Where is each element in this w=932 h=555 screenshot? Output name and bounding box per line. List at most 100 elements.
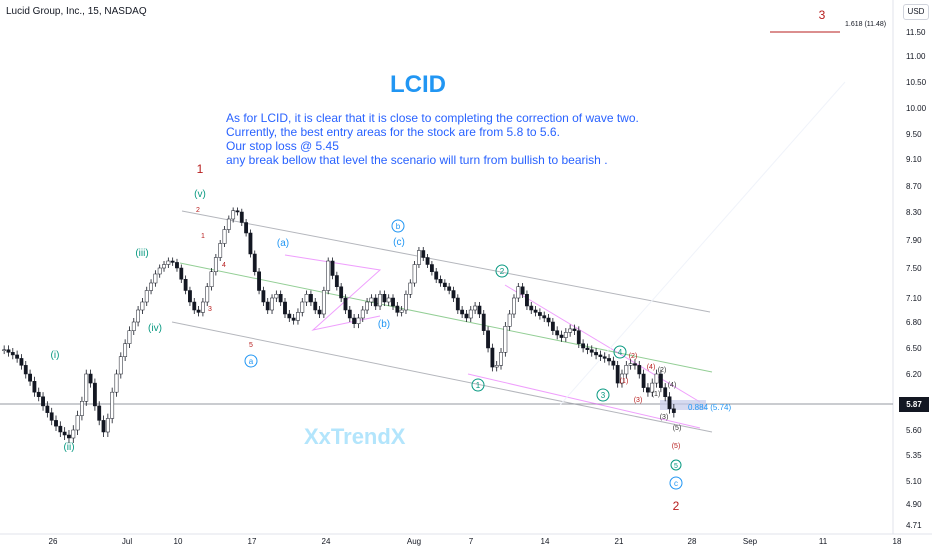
circled-label-ring	[670, 459, 682, 471]
candle-body	[481, 313, 486, 331]
candle-body	[650, 382, 655, 393]
minor-label: (1)	[652, 391, 661, 398]
circled-label-ring	[391, 219, 405, 233]
candle-body	[486, 330, 490, 349]
candle-body	[654, 373, 659, 384]
x-tick-label: 28	[688, 537, 697, 546]
candle-body	[572, 328, 577, 331]
candle-body	[313, 301, 318, 311]
y-tick-label: 7.50	[906, 264, 922, 273]
x-tick-label: Aug	[407, 537, 421, 546]
candle-body	[550, 321, 555, 331]
candle-body	[123, 343, 128, 357]
candle-body	[49, 412, 54, 421]
circled-label: 1	[476, 381, 481, 390]
candle-body	[28, 373, 32, 382]
y-tick-label: 9.10	[906, 155, 922, 164]
candle-body	[615, 365, 620, 384]
candle-body	[222, 229, 227, 244]
candle-body	[671, 408, 676, 413]
candle-body	[291, 317, 296, 321]
candle-body	[309, 294, 313, 303]
candle-body	[162, 264, 166, 269]
x-tick-label: 14	[541, 537, 550, 546]
candle-body	[343, 297, 348, 311]
candle-body	[32, 381, 37, 393]
y-tick-label: 7.10	[906, 294, 922, 303]
candle-body	[170, 260, 175, 263]
candle-body	[62, 431, 67, 436]
candle-body	[144, 290, 149, 303]
candle-body	[166, 260, 171, 265]
candle-body	[581, 343, 586, 349]
candle-body	[209, 271, 214, 287]
candle-body	[183, 279, 188, 291]
candle-body	[602, 356, 607, 359]
minor-label: (3)	[660, 414, 669, 421]
candle-body	[658, 373, 663, 388]
candle-body	[417, 250, 421, 265]
candle-body	[447, 286, 452, 291]
circled-label-ring	[613, 345, 627, 359]
candle-body	[490, 347, 495, 368]
analysis-note-line: Our stop loss @ 5.45	[226, 139, 339, 153]
currency-badge[interactable]: USD	[903, 4, 929, 20]
candle-body	[620, 373, 624, 384]
trendline-upper	[504, 284, 701, 403]
candle-body	[637, 365, 642, 375]
candle-body	[321, 290, 326, 315]
candle-body	[494, 365, 499, 368]
minor-label: (5)	[672, 443, 681, 450]
wave-label-2: 2	[673, 499, 680, 513]
candle-body	[226, 218, 231, 230]
candle-body	[369, 297, 374, 303]
candle-body	[646, 387, 650, 393]
subwave-label: (iv)	[148, 323, 162, 334]
candle-body	[84, 373, 89, 402]
candle-body	[563, 332, 568, 338]
candle-body	[378, 294, 382, 307]
candle-body	[205, 286, 210, 303]
candle-body	[373, 297, 378, 307]
candle-body	[451, 290, 456, 299]
candle-body	[75, 415, 80, 431]
candle-body	[118, 356, 123, 375]
candle-body	[667, 396, 672, 410]
candle-body	[499, 352, 503, 366]
circled-label: 3	[601, 391, 606, 400]
y-tick-label: 8.70	[906, 182, 922, 191]
candle-body	[101, 420, 106, 433]
candle-body	[360, 309, 365, 319]
candle-body	[248, 232, 253, 255]
candle-body	[555, 330, 560, 336]
candle-body	[442, 282, 447, 287]
candle-body	[131, 321, 136, 331]
candle-body	[434, 271, 439, 280]
candle-body	[399, 309, 404, 313]
minor-label: 3	[208, 306, 212, 313]
candle-body	[473, 305, 478, 311]
last-price-tag: 5.87	[899, 397, 929, 412]
watermark: XxTrendX	[304, 424, 406, 449]
minor-label: (4)	[647, 364, 656, 371]
candle-body	[196, 309, 201, 313]
subwave-label: (iii)	[135, 248, 148, 259]
x-tick-label: 21	[615, 537, 624, 546]
channel-middle	[179, 262, 713, 373]
circled-label: b	[396, 222, 401, 231]
candle-body	[127, 330, 132, 344]
candle-body	[512, 297, 516, 315]
circled-label: 5	[674, 463, 678, 470]
minor-label: 4	[222, 262, 226, 269]
candle-body	[179, 267, 184, 280]
candle-body	[352, 317, 357, 324]
subwave-label: (i)	[51, 350, 60, 361]
fib-target-label: 1.618 (11.48)	[845, 21, 886, 28]
wave-label-1: 1	[197, 162, 204, 176]
subwave-label: (ii)	[63, 442, 74, 453]
y-tick-label: 5.35	[906, 451, 922, 460]
y-tick-label: 10.50	[906, 78, 927, 87]
candle-body	[382, 294, 387, 303]
